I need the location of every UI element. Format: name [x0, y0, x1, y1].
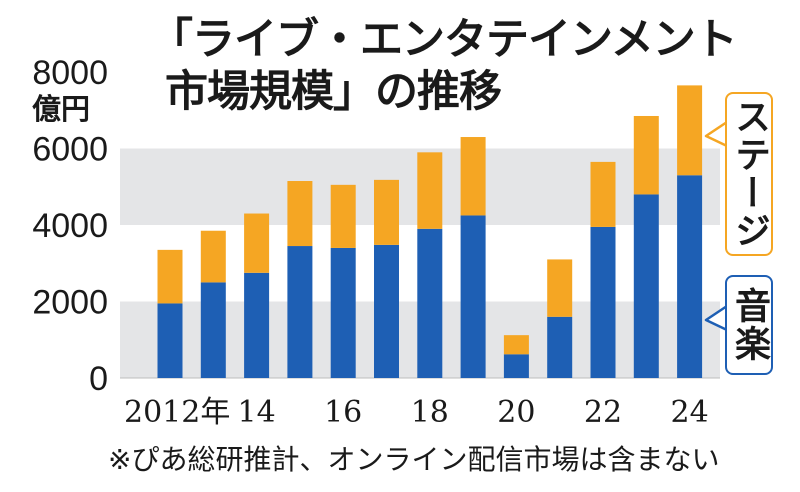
y-tick-label-0: 0 [89, 360, 108, 398]
bar-music-2024 [677, 175, 703, 378]
bar-music-2020 [503, 354, 529, 378]
y-tick-label-2: 4000 [32, 207, 108, 245]
bar-stage-2022 [590, 161, 616, 227]
legend-leaders [704, 120, 728, 332]
x-tick-label-0: 2012年 [124, 395, 230, 430]
y-tick-label-3: 6000 [32, 131, 108, 169]
y-tick-label-1: 2000 [32, 284, 108, 322]
bar-stage-2021 [547, 259, 573, 317]
chart-title-line1: 「ライブ・エンタテインメント [150, 15, 738, 65]
footnote: ※ぴあ総研推計、オンライン配信市場は含まない [108, 443, 720, 476]
bar-music-2022 [590, 226, 616, 378]
bar-stage-2016 [330, 184, 356, 248]
bar-music-2013 [200, 282, 226, 378]
bar-stage-2024 [677, 85, 703, 176]
x-tick-label-8: 20 [497, 395, 535, 430]
bar-music-2012 [157, 303, 183, 378]
bar-stage-2023 [633, 115, 659, 195]
x-tick-label-4: 16 [324, 395, 362, 430]
bar-stage-2015 [287, 181, 313, 247]
legend-music: 音楽 [725, 275, 773, 375]
y-axis: 0 2000 4000 6000 8000 [32, 54, 720, 398]
bar-stage-2019 [460, 137, 486, 216]
bar-stage-2014 [244, 213, 270, 273]
y-axis-unit-label: 億円 [32, 92, 91, 126]
bar-stage-2012 [157, 249, 183, 304]
bar-stage-2013 [200, 230, 226, 283]
legend-stage: ステージ [725, 92, 773, 256]
bar-music-2016 [330, 247, 356, 378]
x-tick-label-6: 18 [411, 395, 449, 430]
bar-stage-2020 [503, 335, 529, 355]
x-tick-label-10: 22 [584, 395, 622, 430]
legend-music-pointer [704, 304, 728, 332]
bar-music-2019 [460, 215, 486, 378]
chart-title-line2: 市場規模」の推移 [165, 67, 502, 117]
bar-music-2023 [633, 194, 659, 378]
x-tick-label-12: 24 [671, 395, 709, 430]
bar-music-2017 [374, 244, 399, 378]
bar-stage-2017 [374, 179, 399, 245]
legend-stage-pointer [704, 120, 728, 148]
y-tick-label-4: 8000 [32, 54, 108, 92]
bar-music-2018 [417, 228, 443, 378]
bar-series [157, 85, 703, 378]
x-tick-labels: 2012年 14 16 18 20 22 24 [124, 395, 709, 430]
bar-music-2021 [547, 316, 573, 378]
bar-stage-2018 [417, 152, 443, 229]
bar-music-2014 [244, 272, 270, 378]
x-tick-label-2: 14 [238, 395, 276, 430]
bar-music-2015 [287, 246, 313, 378]
